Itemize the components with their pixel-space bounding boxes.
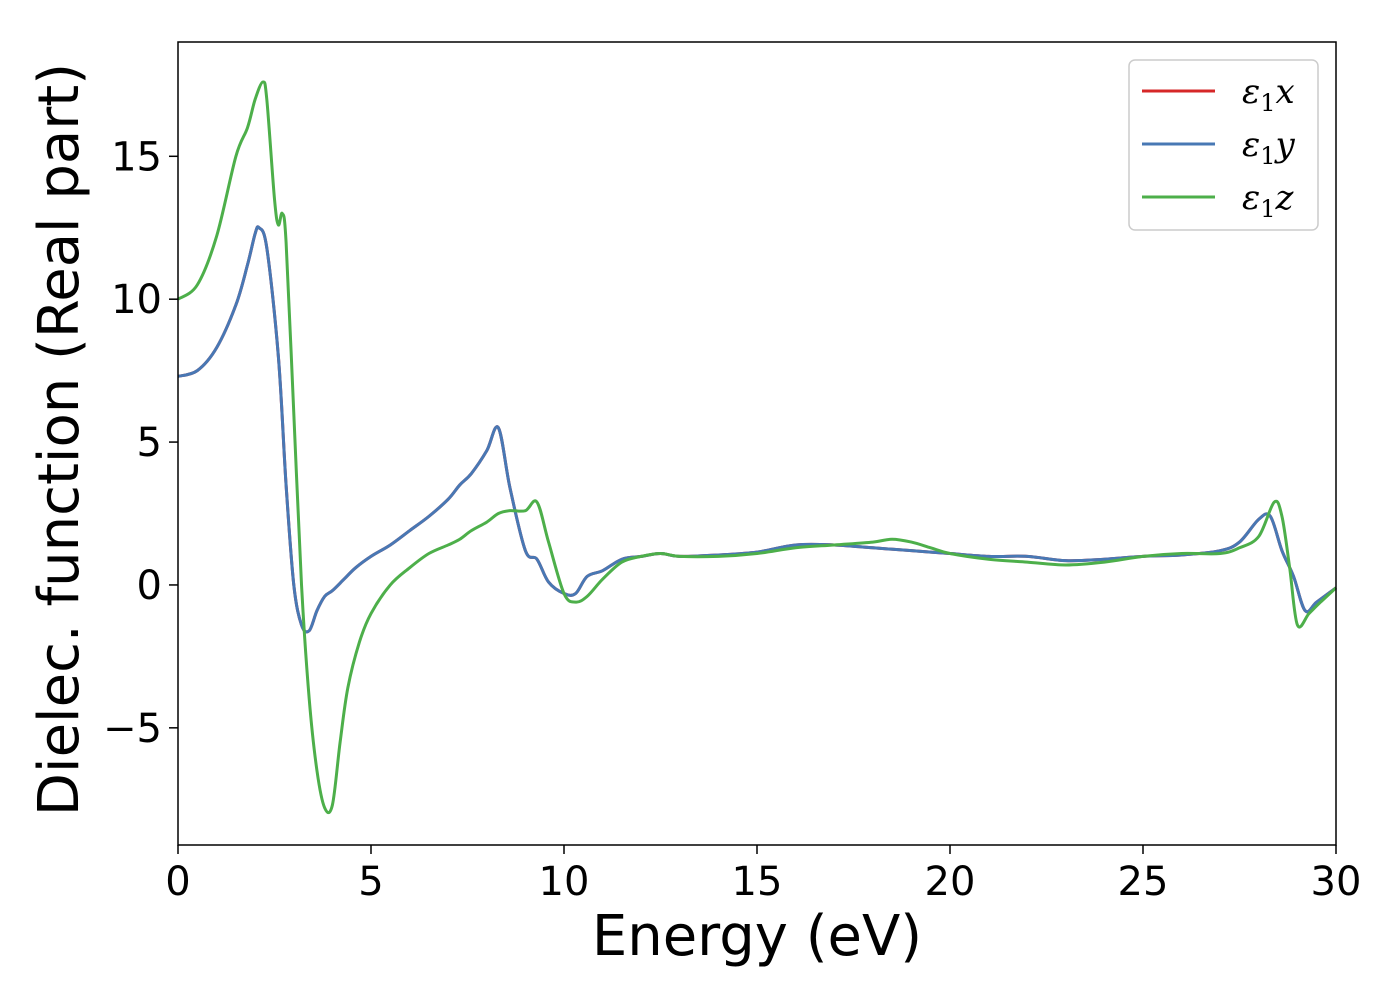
- series-layer: [177, 80, 1338, 815]
- x-tick-label: 30: [1311, 859, 1362, 905]
- legend-label-x: ε1x: [1242, 72, 1295, 117]
- x-tick-label: 0: [165, 859, 190, 905]
- series-line-z: [177, 80, 1338, 815]
- x-tick-label: 10: [539, 859, 590, 905]
- legend-label-z: ε1z: [1242, 178, 1295, 223]
- y-tick-label: 0: [137, 563, 162, 609]
- x-tick-label: 15: [732, 859, 783, 905]
- y-axis-title: Dielec. function (Real part): [27, 63, 92, 816]
- y-tick-label: 5: [137, 420, 162, 466]
- x-axis-title: Energy (eV): [592, 904, 922, 969]
- y-tick-label: 15: [111, 134, 162, 180]
- y-tick-label: 10: [111, 277, 162, 323]
- legend-label-y: ε1y: [1242, 125, 1296, 170]
- ticks-layer: 0 5 10 15 20 25 30 −5 0 5 10 15: [103, 134, 1361, 905]
- legend: ε1x ε1y ε1z: [1128, 59, 1319, 231]
- x-tick-label: 20: [925, 859, 976, 905]
- x-tick-label: 5: [358, 859, 383, 905]
- x-tick-label: 25: [1118, 859, 1169, 905]
- legend-box: [1128, 59, 1319, 231]
- y-tick-label: −5: [103, 706, 162, 752]
